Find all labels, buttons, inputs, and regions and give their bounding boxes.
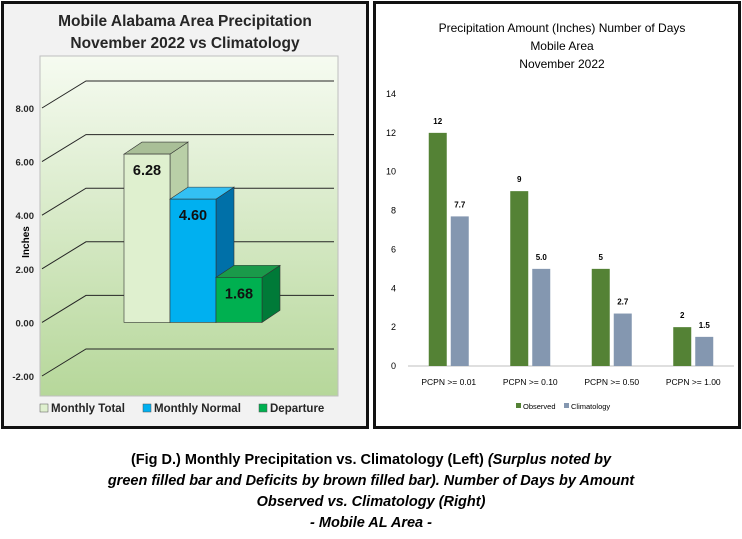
caption-line-4: - Mobile AL Area - xyxy=(310,515,432,531)
right-x-tick-label: PCPN >= 0.10 xyxy=(503,377,558,387)
right-x-tick-label: PCPN >= 0.01 xyxy=(421,377,476,387)
svg-text:Observed: Observed xyxy=(523,402,556,411)
right-bar-value-label: 2.7 xyxy=(617,298,629,307)
right-chart: Precipitation Amount (Inches) Number of … xyxy=(386,21,734,411)
left-legend-item: Monthly Normal xyxy=(142,403,241,415)
left-gridline xyxy=(41,348,334,377)
left-legend-item: Departure xyxy=(258,403,324,415)
left-bar-value-label: 4.60 xyxy=(179,208,207,224)
caption-line-3: Observed vs. Climatology (Right) xyxy=(256,494,486,510)
left-legend-item: Monthly Total xyxy=(39,403,125,415)
svg-text:Departure: Departure xyxy=(270,403,324,415)
right-bar-observed xyxy=(673,327,692,366)
right-bar-value-label: 2 xyxy=(680,311,685,320)
right-chart-subtitle-2: November 2022 xyxy=(519,57,605,71)
right-legend-item: Climatology xyxy=(564,402,610,411)
left-gridline xyxy=(41,80,334,109)
left-gridline xyxy=(41,134,334,163)
left-y-axis-label: Inches xyxy=(21,226,32,258)
right-y-tick-label: 12 xyxy=(386,128,396,138)
right-y-tick-label: 14 xyxy=(386,89,396,99)
right-bar-value-label: 9 xyxy=(517,175,522,184)
right-x-tick-label: PCPN >= 0.50 xyxy=(584,377,639,387)
right-y-tick-label: 8 xyxy=(391,206,396,216)
right-bar-value-label: 7.7 xyxy=(454,200,466,209)
svg-text:Monthly Total: Monthly Total xyxy=(51,403,125,415)
caption-line-1-italic: (Surplus noted by xyxy=(487,452,612,468)
left-y-tick-label: 8.00 xyxy=(16,104,35,115)
right-y-tick-label: 4 xyxy=(391,283,396,293)
left-y-tick-label: -2.00 xyxy=(12,372,34,383)
right-chart-subtitle: Mobile Area xyxy=(530,39,594,53)
right-chart-title: Precipitation Amount (Inches) Number of … xyxy=(439,21,686,35)
right-bar-observed xyxy=(428,132,447,366)
left-bar-value-label: 1.68 xyxy=(225,286,253,302)
caption-line-2: green filled bar and Deficits by brown f… xyxy=(107,473,635,489)
right-y-tick-label: 6 xyxy=(391,244,396,254)
left-gridline xyxy=(41,241,334,270)
right-y-tick-label: 0 xyxy=(391,361,396,371)
right-bar-value-label: 12 xyxy=(433,117,442,126)
caption-line-1-normal: (Fig D.) Monthly Precipitation vs. Clima… xyxy=(130,452,488,468)
left-y-tick-label: 0.00 xyxy=(16,318,35,329)
right-bar-observed xyxy=(591,268,610,366)
right-bar-climatology xyxy=(532,268,551,366)
left-chart-subtitle: November 2022 vs Climatology xyxy=(70,35,300,52)
right-bar-observed xyxy=(510,191,529,366)
left-bar-departure: 1.68 xyxy=(215,264,281,323)
left-y-tick-label: 4.00 xyxy=(16,211,35,222)
right-bar-value-label: 1.5 xyxy=(699,321,711,330)
right-y-tick-label: 10 xyxy=(386,167,396,177)
right-bar-value-label: 5 xyxy=(599,253,604,262)
figure-caption: (Fig D.) Monthly Precipitation vs. Clima… xyxy=(0,450,742,534)
right-legend-item: Observed xyxy=(516,402,556,411)
right-x-tick-label: PCPN >= 1.00 xyxy=(666,377,721,387)
right-bar-climatology xyxy=(695,336,714,366)
right-y-tick-label: 2 xyxy=(391,322,396,332)
right-bar-climatology xyxy=(613,313,632,366)
right-bar-climatology xyxy=(450,216,469,366)
left-chart-title: Mobile Alabama Area Precipitation xyxy=(58,13,312,30)
left-y-tick-label: 6.00 xyxy=(16,158,35,169)
svg-text:Monthly Normal: Monthly Normal xyxy=(154,403,241,415)
left-gridline xyxy=(41,187,334,216)
svg-text:Climatology: Climatology xyxy=(571,402,610,411)
left-chart-panel: Mobile Alabama Area Precipitation Novemb… xyxy=(1,1,369,429)
right-chart-panel: Precipitation Amount (Inches) Number of … xyxy=(373,1,741,429)
left-y-tick-label: 2.00 xyxy=(16,265,35,276)
right-bar-value-label: 5.0 xyxy=(536,253,548,262)
caption-line-1: (Fig D.) Monthly Precipitation vs. Clima… xyxy=(0,450,742,471)
left-chart: Mobile Alabama Area Precipitation Novemb… xyxy=(4,4,366,426)
left-bar-value-label: 6.28 xyxy=(133,163,161,179)
